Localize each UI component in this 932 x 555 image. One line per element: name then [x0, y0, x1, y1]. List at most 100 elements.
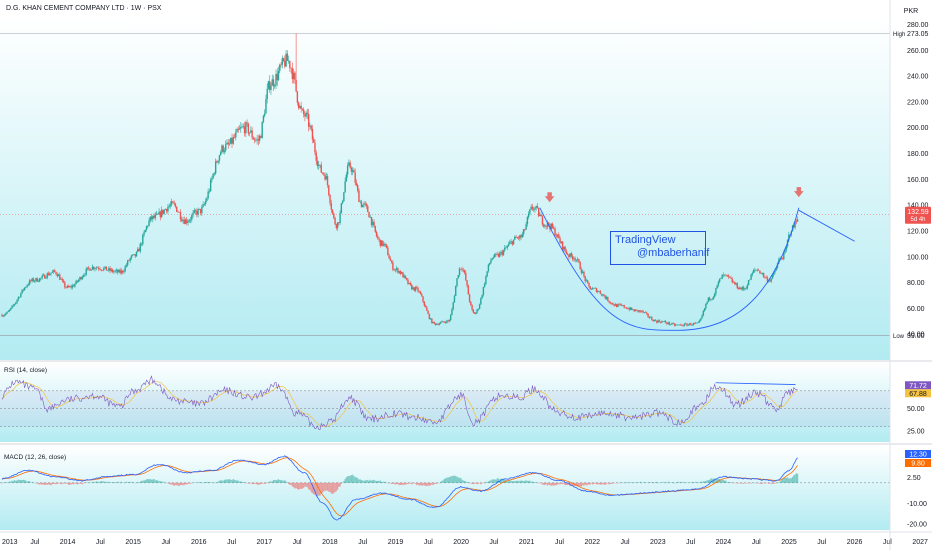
macd-hist-bar [15, 481, 16, 483]
macd-hist-bar [655, 482, 656, 483]
macd-hist-bar [13, 481, 14, 483]
candle-body [228, 143, 229, 145]
candle-body [546, 225, 547, 226]
macd-hist-bar [327, 483, 328, 491]
candle-body [620, 304, 621, 305]
macd-hist-bar [361, 480, 362, 483]
candle-body [278, 71, 279, 80]
macd-hist-bar [283, 481, 284, 483]
candle-body [91, 270, 92, 271]
candle-body [104, 266, 105, 267]
candle-body [735, 283, 736, 284]
time-tick-label: Jul [686, 539, 695, 546]
candle-body [509, 242, 510, 244]
macd-hist-bar [171, 483, 172, 485]
candle-body [182, 220, 183, 221]
candle-body [618, 304, 619, 305]
macd-hist-bar [236, 480, 237, 482]
macd-hist-bar [601, 483, 602, 485]
macd-hist-bar [392, 483, 393, 484]
candle-body [140, 244, 141, 252]
macd-hist-bar [288, 483, 289, 484]
macd-hist-bar [552, 483, 553, 486]
macd-hist-bar [405, 483, 406, 485]
macd-hist-bar [605, 483, 606, 485]
macd-hist-bar [434, 483, 435, 484]
candle-body [529, 209, 530, 213]
macd-hist-bar [513, 481, 514, 483]
chart-title[interactable]: D.G. KHAN CEMENT COMPANY LTD · 1W · PSX [6, 5, 161, 12]
macd-hist-bar [14, 480, 15, 483]
macd-hist-bar [209, 482, 210, 483]
candle-body [341, 203, 342, 213]
macd-hist-bar [728, 482, 729, 483]
candle-body [313, 140, 314, 143]
macd-hist-bar [181, 483, 182, 485]
candle-body [371, 217, 372, 225]
time-tick-label: 2023 [650, 539, 666, 546]
macd-hist-bar [461, 480, 462, 483]
candle-body [127, 260, 128, 265]
candle-body [407, 280, 408, 284]
macd-hist-bar [214, 482, 215, 483]
macd-hist-bar [375, 481, 376, 483]
candle-body [464, 270, 465, 273]
macd-hist-bar [66, 483, 67, 484]
candle-body [542, 216, 543, 224]
candle-body [694, 323, 695, 324]
macd-hist-bar [508, 481, 509, 482]
candle-body [445, 322, 446, 323]
macd-hist-bar [223, 481, 224, 483]
candle-body [596, 288, 597, 292]
candle-body [43, 275, 44, 276]
candle-body [514, 237, 515, 240]
macd-hist-bar [57, 483, 58, 484]
macd-hist-bar [725, 481, 726, 483]
candle-body [226, 143, 227, 145]
candle-body [165, 209, 166, 210]
candle-body [326, 176, 327, 179]
candle-body [241, 126, 242, 127]
candle-body [465, 273, 466, 280]
candle-body [36, 278, 37, 282]
candle-body [225, 144, 226, 150]
candle-body [132, 255, 133, 256]
candle-body [342, 201, 343, 203]
macd-hist-bar [28, 481, 29, 483]
candle-body [456, 278, 457, 286]
macd-hist-bar [239, 482, 240, 483]
candle-body [476, 310, 477, 313]
macd-hist-bar [793, 475, 794, 483]
candle-body [88, 268, 89, 269]
candle-body [219, 155, 220, 161]
candle-body [520, 235, 521, 237]
watermark: TradingView @mbaberhanif [610, 231, 706, 265]
macd-hist-bar [414, 483, 415, 484]
time-tick-label: Jul [30, 539, 39, 546]
candle-body [13, 305, 14, 306]
candle-body [191, 215, 192, 220]
candle-body [588, 283, 589, 286]
macd-hist-bar [558, 483, 559, 484]
candle-body [109, 268, 110, 271]
candle-body [360, 202, 361, 203]
candle-body [597, 291, 598, 292]
macd-hist-bar [306, 483, 307, 487]
macd-hist-bar [691, 482, 692, 483]
candle-body [429, 314, 430, 319]
macd-hist-bar [397, 483, 398, 484]
candle-body [54, 270, 55, 272]
candle-body [667, 322, 668, 324]
candle-body [719, 279, 720, 282]
macd-hist-bar [60, 483, 61, 484]
candle-body [571, 253, 572, 256]
candle-body [415, 287, 416, 291]
candle-body [427, 311, 428, 314]
time-tick-label: 2025 [781, 539, 797, 546]
macd-hist-bar [367, 480, 368, 483]
candle-body [621, 305, 622, 306]
candle-body [99, 269, 100, 270]
macd-hist-bar [629, 482, 630, 483]
macd-hist-bar [360, 479, 361, 482]
